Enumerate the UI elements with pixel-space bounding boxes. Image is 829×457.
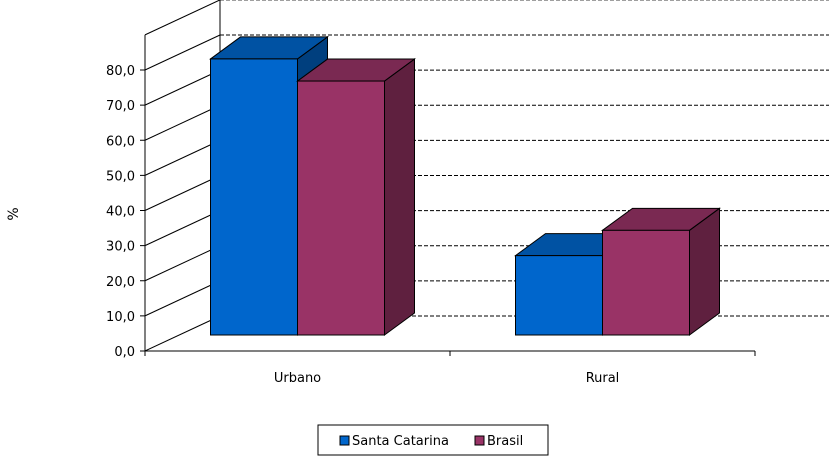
bar-front	[602, 229, 690, 336]
gridline-side	[144, 245, 221, 282]
y-tick-labels: 0,0 10,0 20,0 30,0 40,0 50,0 60,0 70,0 80,0	[106, 64, 135, 360]
legend-swatch	[339, 435, 350, 446]
bar-front	[515, 255, 603, 336]
legend-box	[317, 424, 549, 456]
legend-swatch	[474, 435, 485, 446]
legend-label: Santa Catarina	[352, 434, 449, 449]
y-tick-label: 20,0	[106, 275, 135, 290]
gridline-side	[144, 0, 221, 36]
axes	[140, 69, 756, 356]
y-tick-label: 60,0	[106, 134, 135, 149]
gridline-side	[144, 139, 221, 176]
x-category-labels: Urbano Rural	[274, 371, 619, 386]
y-tick-label: 50,0	[106, 169, 135, 184]
gridline-side	[144, 69, 221, 106]
bars	[208, 35, 722, 336]
y-tick-label: 30,0	[106, 240, 135, 255]
gridline-side	[144, 280, 221, 317]
y-tick-label: 70,0	[106, 99, 135, 114]
bar-brasil-rural	[600, 207, 722, 336]
legend-label: Brasil	[487, 434, 523, 449]
y-tick-label: 10,0	[106, 310, 135, 325]
y-tick-label: 0,0	[114, 345, 135, 360]
bar-brasil-urbano	[295, 58, 417, 336]
gridline-side	[144, 210, 221, 247]
gridline-side	[144, 104, 221, 141]
y-axis-label: %	[6, 207, 22, 220]
bar-front	[297, 80, 385, 336]
y-tick-label: 80,0	[106, 64, 135, 79]
bar-front	[210, 58, 298, 336]
y-tick-label: 40,0	[106, 205, 135, 220]
legend: Santa Catarina Brasil	[317, 424, 549, 456]
gridline-side	[144, 34, 221, 71]
x-category-label: Urbano	[274, 371, 321, 386]
gridlines	[144, 0, 829, 317]
x-category-label: Rural	[586, 371, 620, 386]
bar-side	[384, 58, 415, 336]
gridline-side	[144, 175, 221, 211]
